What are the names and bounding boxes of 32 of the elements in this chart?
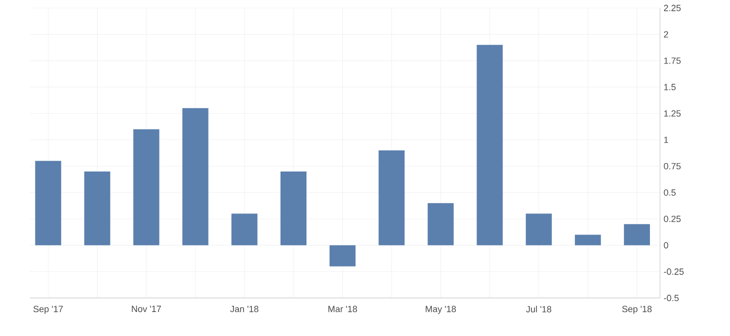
bar — [574, 234, 601, 246]
bar — [280, 171, 306, 246]
bar — [182, 108, 208, 246]
y-tick-label: 0 — [664, 242, 668, 248]
bar — [84, 171, 110, 246]
x-tick-label: Jul '18 — [526, 306, 552, 312]
bar — [133, 129, 160, 246]
bar — [526, 214, 552, 246]
bar — [330, 245, 356, 266]
x-tick-label: Jan '18 — [230, 306, 258, 312]
bar — [378, 150, 405, 246]
y-tick-label: 1 — [664, 136, 668, 143]
y-tick-label: 0.75 — [664, 162, 681, 170]
bar — [624, 224, 650, 246]
x-tick-label: Mar '18 — [328, 306, 358, 312]
bar — [476, 44, 503, 246]
y-tick-label: -0.25 — [664, 268, 684, 275]
y-tick-label: 2 — [664, 31, 668, 38]
y-tick-label: 1.25 — [664, 110, 681, 117]
x-tick-label: May '18 — [426, 306, 456, 314]
bar — [231, 214, 258, 246]
y-tick-label: 0.5 — [664, 189, 676, 196]
y-tick-label: -0.5 — [664, 294, 679, 302]
x-tick-label: Nov '17 — [132, 306, 161, 312]
x-tick-label: Sep '17 — [33, 306, 63, 314]
y-tick-label: 2.25 — [664, 4, 681, 12]
x-tick-label: Sep '18 — [622, 306, 652, 314]
y-tick-label: 0.25 — [664, 216, 681, 222]
bar — [35, 160, 62, 246]
y-tick-label: 1.5 — [664, 84, 676, 90]
y-tick-label: 1.75 — [664, 58, 681, 64]
bar — [428, 203, 454, 246]
